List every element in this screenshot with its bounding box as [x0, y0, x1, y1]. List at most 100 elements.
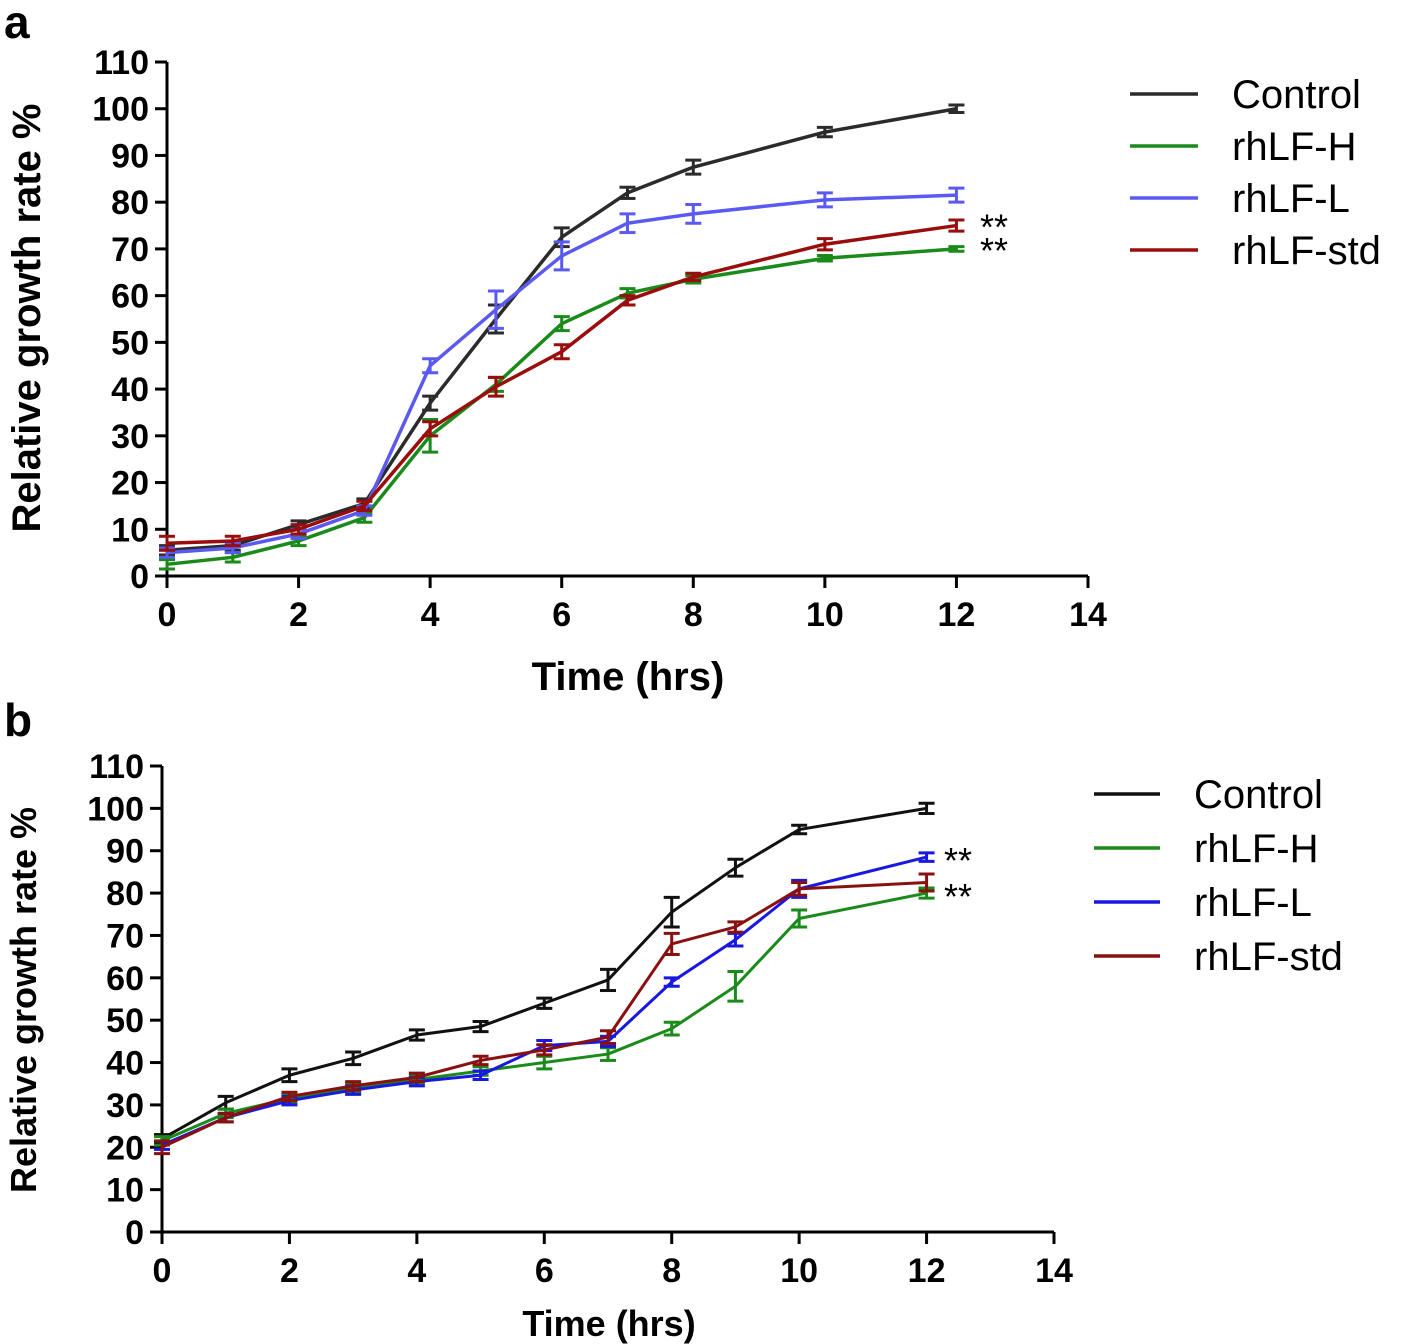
panel-a-series-control-point — [685, 158, 702, 176]
panel-b-series-control-point — [472, 1019, 489, 1034]
panel-b-series-rhlf-std-point — [345, 1080, 362, 1092]
panel-b-series-rhlf-std-point — [791, 881, 808, 897]
panel-b-series-rhlf-std-point — [154, 1139, 170, 1156]
panel-a-chart: a 0 2 4 6 8 10 12 14 0 10 20 30 40 50 60 70 80 90 100 110 **… — [4, 0, 1381, 699]
panel-a-significance-label: ** — [980, 207, 1008, 248]
panel-a-series-rhlf-std-point — [948, 218, 965, 233]
panel-b-series-rhlf-l-line — [161, 855, 927, 1147]
panel-b-series-rhlf-std-point — [727, 920, 744, 934]
panel-a-x-tick-label: 8 — [684, 596, 703, 634]
panel-b-y-tick-label: 50 — [106, 1002, 144, 1040]
panel-a-y-tick-label: 50 — [111, 324, 149, 362]
panel-b-series-control-point — [791, 823, 808, 836]
panel-b-y-tick-label: 70 — [106, 917, 144, 955]
panel-b-letter: b — [4, 694, 32, 746]
panel-b-y-tick-label: 30 — [106, 1087, 144, 1125]
panel-b-series-control-point — [345, 1050, 362, 1067]
panel-a-series-control-point — [948, 103, 965, 114]
panel-b-y-tick-label: 60 — [106, 960, 144, 998]
panel-b-y-tick-label: 20 — [106, 1129, 144, 1167]
panel-a-y-tick-label: 30 — [111, 418, 149, 456]
panel-a-series-rhlf-h-point — [159, 558, 175, 571]
panel-a-series-rhlf-std-point — [422, 420, 439, 438]
panel-b-series-rhlf-l-point — [918, 851, 935, 863]
panel-a-y-tick-label: 70 — [111, 231, 149, 269]
panel-b-x-tick-label: 2 — [280, 1252, 299, 1290]
panel-b-y-tick-label: 80 — [106, 875, 144, 913]
panel-a-x-tick-label: 2 — [289, 596, 308, 634]
panel-a-series-rhlf-std-point — [159, 534, 175, 552]
panel-b-x-tick-label: 0 — [153, 1252, 172, 1290]
panel-a-series-rhlf-std-point — [816, 237, 833, 252]
panel-a-x-axis-title: Time (hrs) — [532, 655, 725, 699]
panel-a-series-control-point — [619, 185, 636, 200]
panel-a-series-rhlf-l-point — [948, 186, 965, 204]
panel-b-y-tick-label: 100 — [87, 790, 144, 828]
panel-b-x-tick-label: 4 — [407, 1252, 426, 1290]
panel-a-y-axis-title: Relative growth rate % — [5, 103, 49, 532]
panel-a-series-control-point — [422, 394, 439, 412]
panel-a-y-tick-label: 0 — [130, 558, 149, 596]
panel-a-x-tick-label: 0 — [158, 596, 177, 634]
panel-a-series-rhlf-l-point — [422, 357, 439, 375]
panel-b-chart: b 0 2 4 6 8 10 12 14 0 10 20 30 40 50 60 70 80 90 100 110 **… — [3, 694, 1343, 1344]
panel-b-series-rhlf-l-point — [663, 976, 680, 988]
panel-a-series-rhlf-std-point — [685, 271, 702, 283]
panel-a-series-rhlf-std-point — [619, 294, 636, 307]
panel-a-series-control-point — [816, 125, 833, 139]
panel-a-series-rhlf-l-point — [553, 240, 570, 272]
panel-b-legend-label-rhlf-l: rhLF-L — [1194, 881, 1312, 925]
panel-a-letter: a — [4, 0, 30, 48]
panel-a-y-tick-label: 80 — [111, 184, 149, 222]
panel-b-series-control-point — [536, 996, 553, 1010]
panel-a-significance-label: ** — [980, 230, 1008, 271]
panel-b-y-tick-label: 90 — [106, 833, 144, 871]
panel-a-series-rhlf-l-point — [685, 203, 702, 225]
panel-b-series-rhlf-h-point — [791, 908, 808, 929]
panel-a-y-tick-label: 40 — [111, 371, 149, 409]
panel-a-series-rhlf-std-point — [356, 499, 373, 513]
panel-b-significance-label: ** — [944, 840, 972, 881]
panel-a-series-rhlf-std-point — [553, 343, 570, 361]
panel-b-series-rhlf-std-point — [217, 1111, 234, 1124]
panel-b-series-control-point — [281, 1067, 298, 1084]
panel-a-series-rhlf-h-point — [553, 315, 570, 333]
panel-b-series-rhlf-h-point — [663, 1020, 680, 1037]
panel-b-series-rhlf-std-point — [663, 931, 680, 957]
panel-a-series-rhlf-std-point — [290, 523, 307, 536]
panel-a-series-rhlf-std-point — [224, 534, 241, 548]
panel-b-y-axis-title: Relative growth rate % — [3, 807, 44, 1193]
panel-a-y-tick-label: 110 — [94, 44, 149, 82]
panel-a-legend-label-rhlf-std: rhLF-std — [1232, 229, 1381, 273]
panel-b-x-tick-label: 10 — [780, 1252, 818, 1290]
panel-b-y-tick-label: 40 — [106, 1045, 144, 1083]
panel-b-x-tick-label: 12 — [908, 1252, 946, 1290]
panel-b-series-rhlf-std-point — [408, 1071, 425, 1084]
panel-a-legend-label-control: Control — [1232, 73, 1361, 117]
panel-a-series-rhlf-std-point — [487, 375, 504, 398]
panel-b-x-tick-label: 6 — [535, 1252, 554, 1290]
panel-a-y-tick-label: 60 — [111, 278, 149, 316]
panel-a-y-tick-label: 20 — [111, 465, 149, 503]
panel-b-y-tick-label: 0 — [125, 1214, 144, 1252]
panel-a-series-rhlf-std-line — [166, 223, 957, 546]
panel-b-series-rhlf-std-point — [918, 872, 935, 893]
panel-b-legend-label-control: Control — [1194, 773, 1323, 817]
panel-b-legend-label-rhlf-h: rhLF-H — [1194, 827, 1318, 871]
panel-b-series-rhlf-std-point — [472, 1054, 489, 1067]
panel-b-series-control-point — [600, 967, 616, 993]
panel-b-series-rhlf-std-point — [281, 1090, 298, 1103]
panel-b-significance-label: ** — [944, 876, 972, 917]
panel-a-y-tick-label: 10 — [111, 511, 149, 549]
panel-b-series-rhlf-l-point — [472, 1069, 489, 1081]
panel-b-series-rhlf-std-line — [161, 881, 927, 1149]
panel-b-series-control-point — [918, 801, 935, 815]
panel-b-series-control-point — [727, 857, 744, 878]
panel-a-x-tick-label: 6 — [552, 596, 571, 634]
panel-a-y-tick-label: 90 — [111, 137, 149, 175]
panel-a-series-rhlf-l-point — [619, 212, 636, 235]
panel-a-x-tick-label: 10 — [806, 596, 844, 634]
panel-b-series-rhlf-h-point — [727, 969, 744, 1003]
panel-b-y-tick-label: 10 — [106, 1172, 144, 1210]
